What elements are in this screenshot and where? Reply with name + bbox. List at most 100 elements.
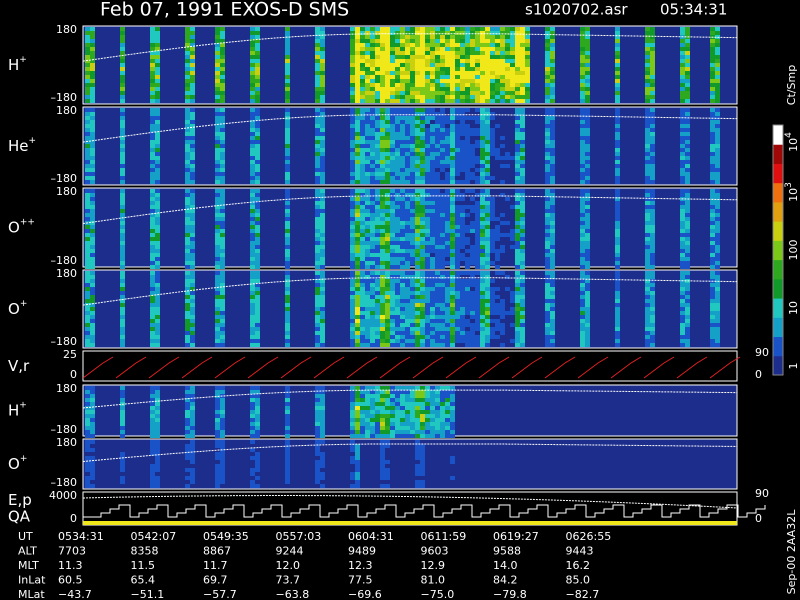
spectrogram-cell — [715, 283, 720, 287]
spectrogram-cell — [375, 31, 380, 35]
spectrogram-cell — [615, 120, 620, 124]
spectrogram-cell — [415, 209, 420, 213]
spectrogram-cell — [255, 71, 260, 75]
spectrogram-cell — [315, 27, 320, 31]
spectrogram-cell — [425, 311, 430, 315]
spectrogram-cell — [465, 124, 470, 128]
spectrogram-cell — [460, 209, 465, 213]
spectrogram-cell — [430, 176, 435, 180]
spectrogram-cell — [465, 79, 470, 83]
spectrogram-cell — [465, 279, 470, 283]
spectrogram-cell — [385, 27, 390, 31]
spectrogram-cell — [370, 257, 375, 261]
spectrogram-cell — [285, 472, 290, 476]
spectrogram-cell — [585, 229, 590, 233]
spectrogram-cell — [545, 180, 550, 184]
spectrogram-cell — [445, 229, 450, 233]
spectrogram-cell — [85, 108, 90, 112]
spectrogram-cell — [460, 193, 465, 197]
spectrogram-cell — [400, 213, 405, 217]
spectrogram-cell — [650, 43, 655, 47]
spectrogram-cell — [155, 160, 160, 164]
spectrogram-cell — [495, 99, 500, 103]
spectrogram-cell — [365, 343, 370, 347]
spectrogram-cell — [285, 402, 290, 406]
spectrogram-cell — [515, 225, 520, 229]
spectrogram-cell — [375, 172, 380, 176]
spectrogram-cell — [250, 472, 255, 476]
spectrogram-cell — [365, 75, 370, 79]
spectrogram-cell — [285, 71, 290, 75]
spectrogram-cell — [475, 253, 480, 257]
spectrogram-cell — [150, 410, 155, 414]
spectrogram-cell — [405, 79, 410, 83]
spectrogram-cell — [440, 43, 445, 47]
spectrogram-cell — [415, 189, 420, 193]
spectrogram-cell — [430, 271, 435, 275]
spectrogram-cell — [395, 430, 400, 434]
spectrogram-cell — [470, 303, 475, 307]
spectrogram-cell — [520, 295, 525, 299]
spectrogram-cell — [390, 229, 395, 233]
spectrogram-cell — [85, 422, 90, 426]
spectrogram-cell — [385, 189, 390, 193]
spectrogram-cell — [580, 55, 585, 59]
spectrogram-cell — [320, 197, 325, 201]
spectrogram-cell — [410, 108, 415, 112]
spectrogram-cell — [515, 71, 520, 75]
spectrogram-cell — [520, 201, 525, 205]
spectrogram-cell — [430, 331, 435, 335]
spectrogram-cell — [360, 209, 365, 213]
spectrogram-cell — [350, 176, 355, 180]
spectrogram-cell — [220, 108, 225, 112]
spectrogram-cell — [315, 468, 320, 472]
spectrogram-cell — [480, 303, 485, 307]
spectrogram-cell — [250, 265, 255, 269]
spectrogram-cell — [215, 311, 220, 315]
spectrogram-cell — [365, 253, 370, 257]
spectrogram-cell — [440, 31, 445, 35]
spectrogram-cell — [190, 448, 195, 452]
spectrogram-cell — [365, 205, 370, 209]
spectrogram-cell — [190, 95, 195, 99]
spectrogram-cell — [400, 434, 405, 438]
spectrogram-cell — [550, 160, 555, 164]
spectrogram-cell — [365, 47, 370, 51]
spectrogram-cell — [395, 156, 400, 160]
spectrogram-cell — [85, 390, 90, 394]
spectrogram-cell — [365, 323, 370, 327]
spectrogram-cell — [355, 63, 360, 67]
spectrogram-cell — [360, 394, 365, 398]
spectrogram-cell — [155, 47, 160, 51]
spectrogram-cell — [485, 55, 490, 59]
spectrogram-cell — [365, 229, 370, 233]
spectrogram-cell — [155, 112, 160, 116]
spectrogram-cell — [380, 124, 385, 128]
spectrogram-cell — [155, 140, 160, 144]
spectrogram-cell — [90, 307, 95, 311]
spectrogram-cell — [480, 209, 485, 213]
spectrogram-cell — [415, 160, 420, 164]
spectrogram-cell — [255, 225, 260, 229]
spectrogram-cell — [250, 418, 255, 422]
spectrogram-cell — [680, 132, 685, 136]
spectrogram-cell — [250, 261, 255, 265]
spectrogram-cell — [220, 422, 225, 426]
spectrogram-cell — [390, 394, 395, 398]
spectrogram-cell — [355, 201, 360, 205]
spectrogram-cell — [410, 394, 415, 398]
spectrogram-cell — [375, 213, 380, 217]
spectrogram-cell — [685, 128, 690, 132]
spectrogram-cell — [520, 189, 525, 193]
spectrogram-cell — [430, 136, 435, 140]
spectrogram-cell — [475, 229, 480, 233]
spectrogram-cell — [465, 225, 470, 229]
spectrogram-cell — [190, 257, 195, 261]
spectrogram-cell — [415, 63, 420, 67]
spectrogram-cell — [150, 128, 155, 132]
spectrogram-cell — [685, 91, 690, 95]
spectrogram-cell — [445, 63, 450, 67]
spectrogram-cell — [90, 343, 95, 347]
spectrogram-cell — [495, 253, 500, 257]
spectrogram-cell — [215, 128, 220, 132]
